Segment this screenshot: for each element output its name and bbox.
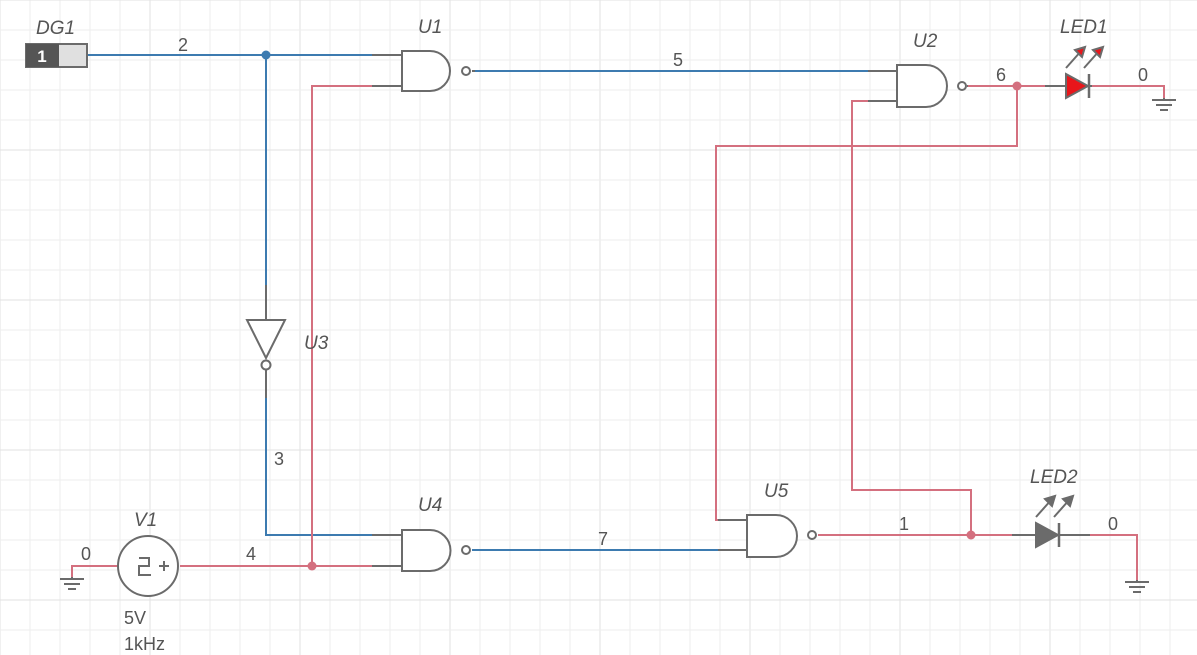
led2-ref: LED2 bbox=[1030, 467, 1078, 488]
junction-net-6 bbox=[1012, 81, 1022, 91]
u1-ref: U1 bbox=[418, 17, 442, 38]
net-label-0-v1: 0 bbox=[81, 544, 91, 564]
wire-net-4-riser[interactable] bbox=[311, 85, 372, 566]
net-label-7: 7 bbox=[598, 529, 608, 549]
net-label-5: 5 bbox=[673, 50, 683, 70]
net-label-4: 4 bbox=[246, 544, 256, 564]
u2-ref: U2 bbox=[913, 31, 938, 52]
led2-led[interactable] bbox=[1012, 494, 1090, 549]
dg1-value: 1 bbox=[37, 47, 46, 66]
ground-led1[interactable] bbox=[1152, 98, 1176, 111]
v1-clock-source[interactable] bbox=[117, 535, 180, 597]
u3-ref: U3 bbox=[304, 333, 329, 354]
led-off-icon bbox=[1035, 521, 1061, 549]
dg1-digital-constant[interactable]: 1 bbox=[25, 43, 88, 68]
u5-ref: U5 bbox=[764, 481, 789, 502]
v1-frequency: 1kHz bbox=[124, 634, 165, 654]
led1-ref: LED1 bbox=[1060, 17, 1108, 38]
u4-inversion-bubble bbox=[461, 545, 471, 555]
wires bbox=[71, 50, 1165, 580]
net-label-6: 6 bbox=[996, 65, 1006, 85]
u4-nand-gate[interactable] bbox=[372, 529, 471, 572]
wire-net-6-feedback[interactable] bbox=[715, 86, 1018, 521]
wire-net-3[interactable] bbox=[265, 398, 372, 536]
junction-net-4 bbox=[307, 561, 317, 571]
net-label-1: 1 bbox=[899, 514, 909, 534]
net-label-0-led2: 0 bbox=[1108, 514, 1118, 534]
junction-net-1 bbox=[966, 530, 976, 540]
wire-net-0-led2[interactable] bbox=[1090, 534, 1138, 580]
u1-nand-gate[interactable] bbox=[372, 50, 475, 92]
dg1-ref: DG1 bbox=[36, 18, 75, 39]
u5-nand-gate[interactable] bbox=[718, 514, 817, 558]
led-on-icon bbox=[1065, 72, 1091, 100]
led2-light-arrows bbox=[1035, 494, 1075, 518]
net-label-2: 2 bbox=[178, 35, 188, 55]
net-label-0-led1: 0 bbox=[1138, 65, 1148, 85]
led1-led[interactable] bbox=[1045, 45, 1105, 100]
ground-v1[interactable] bbox=[60, 577, 84, 590]
u2-nand-gate[interactable] bbox=[868, 64, 968, 108]
u2-inversion-bubble bbox=[957, 81, 967, 91]
wire-net-0-v1[interactable] bbox=[71, 565, 118, 577]
led1-light-arrows bbox=[1065, 45, 1105, 69]
u3-inversion-bubble bbox=[260, 359, 272, 371]
junction-net-2 bbox=[261, 50, 271, 60]
u5-inversion-bubble bbox=[807, 530, 817, 540]
v1-voltage: 5V bbox=[124, 608, 146, 628]
net-label-3: 3 bbox=[274, 449, 284, 469]
wire-net-0-led1[interactable] bbox=[1092, 85, 1165, 98]
u1-inversion-bubble bbox=[461, 66, 471, 76]
u3-not-gate[interactable] bbox=[245, 285, 287, 398]
v1-ref: V1 bbox=[134, 510, 157, 531]
ground-led2[interactable] bbox=[1125, 580, 1149, 593]
u4-ref: U4 bbox=[418, 495, 442, 516]
wire-net-1-feedback[interactable] bbox=[851, 100, 972, 535]
clock-source-icon bbox=[138, 557, 151, 576]
